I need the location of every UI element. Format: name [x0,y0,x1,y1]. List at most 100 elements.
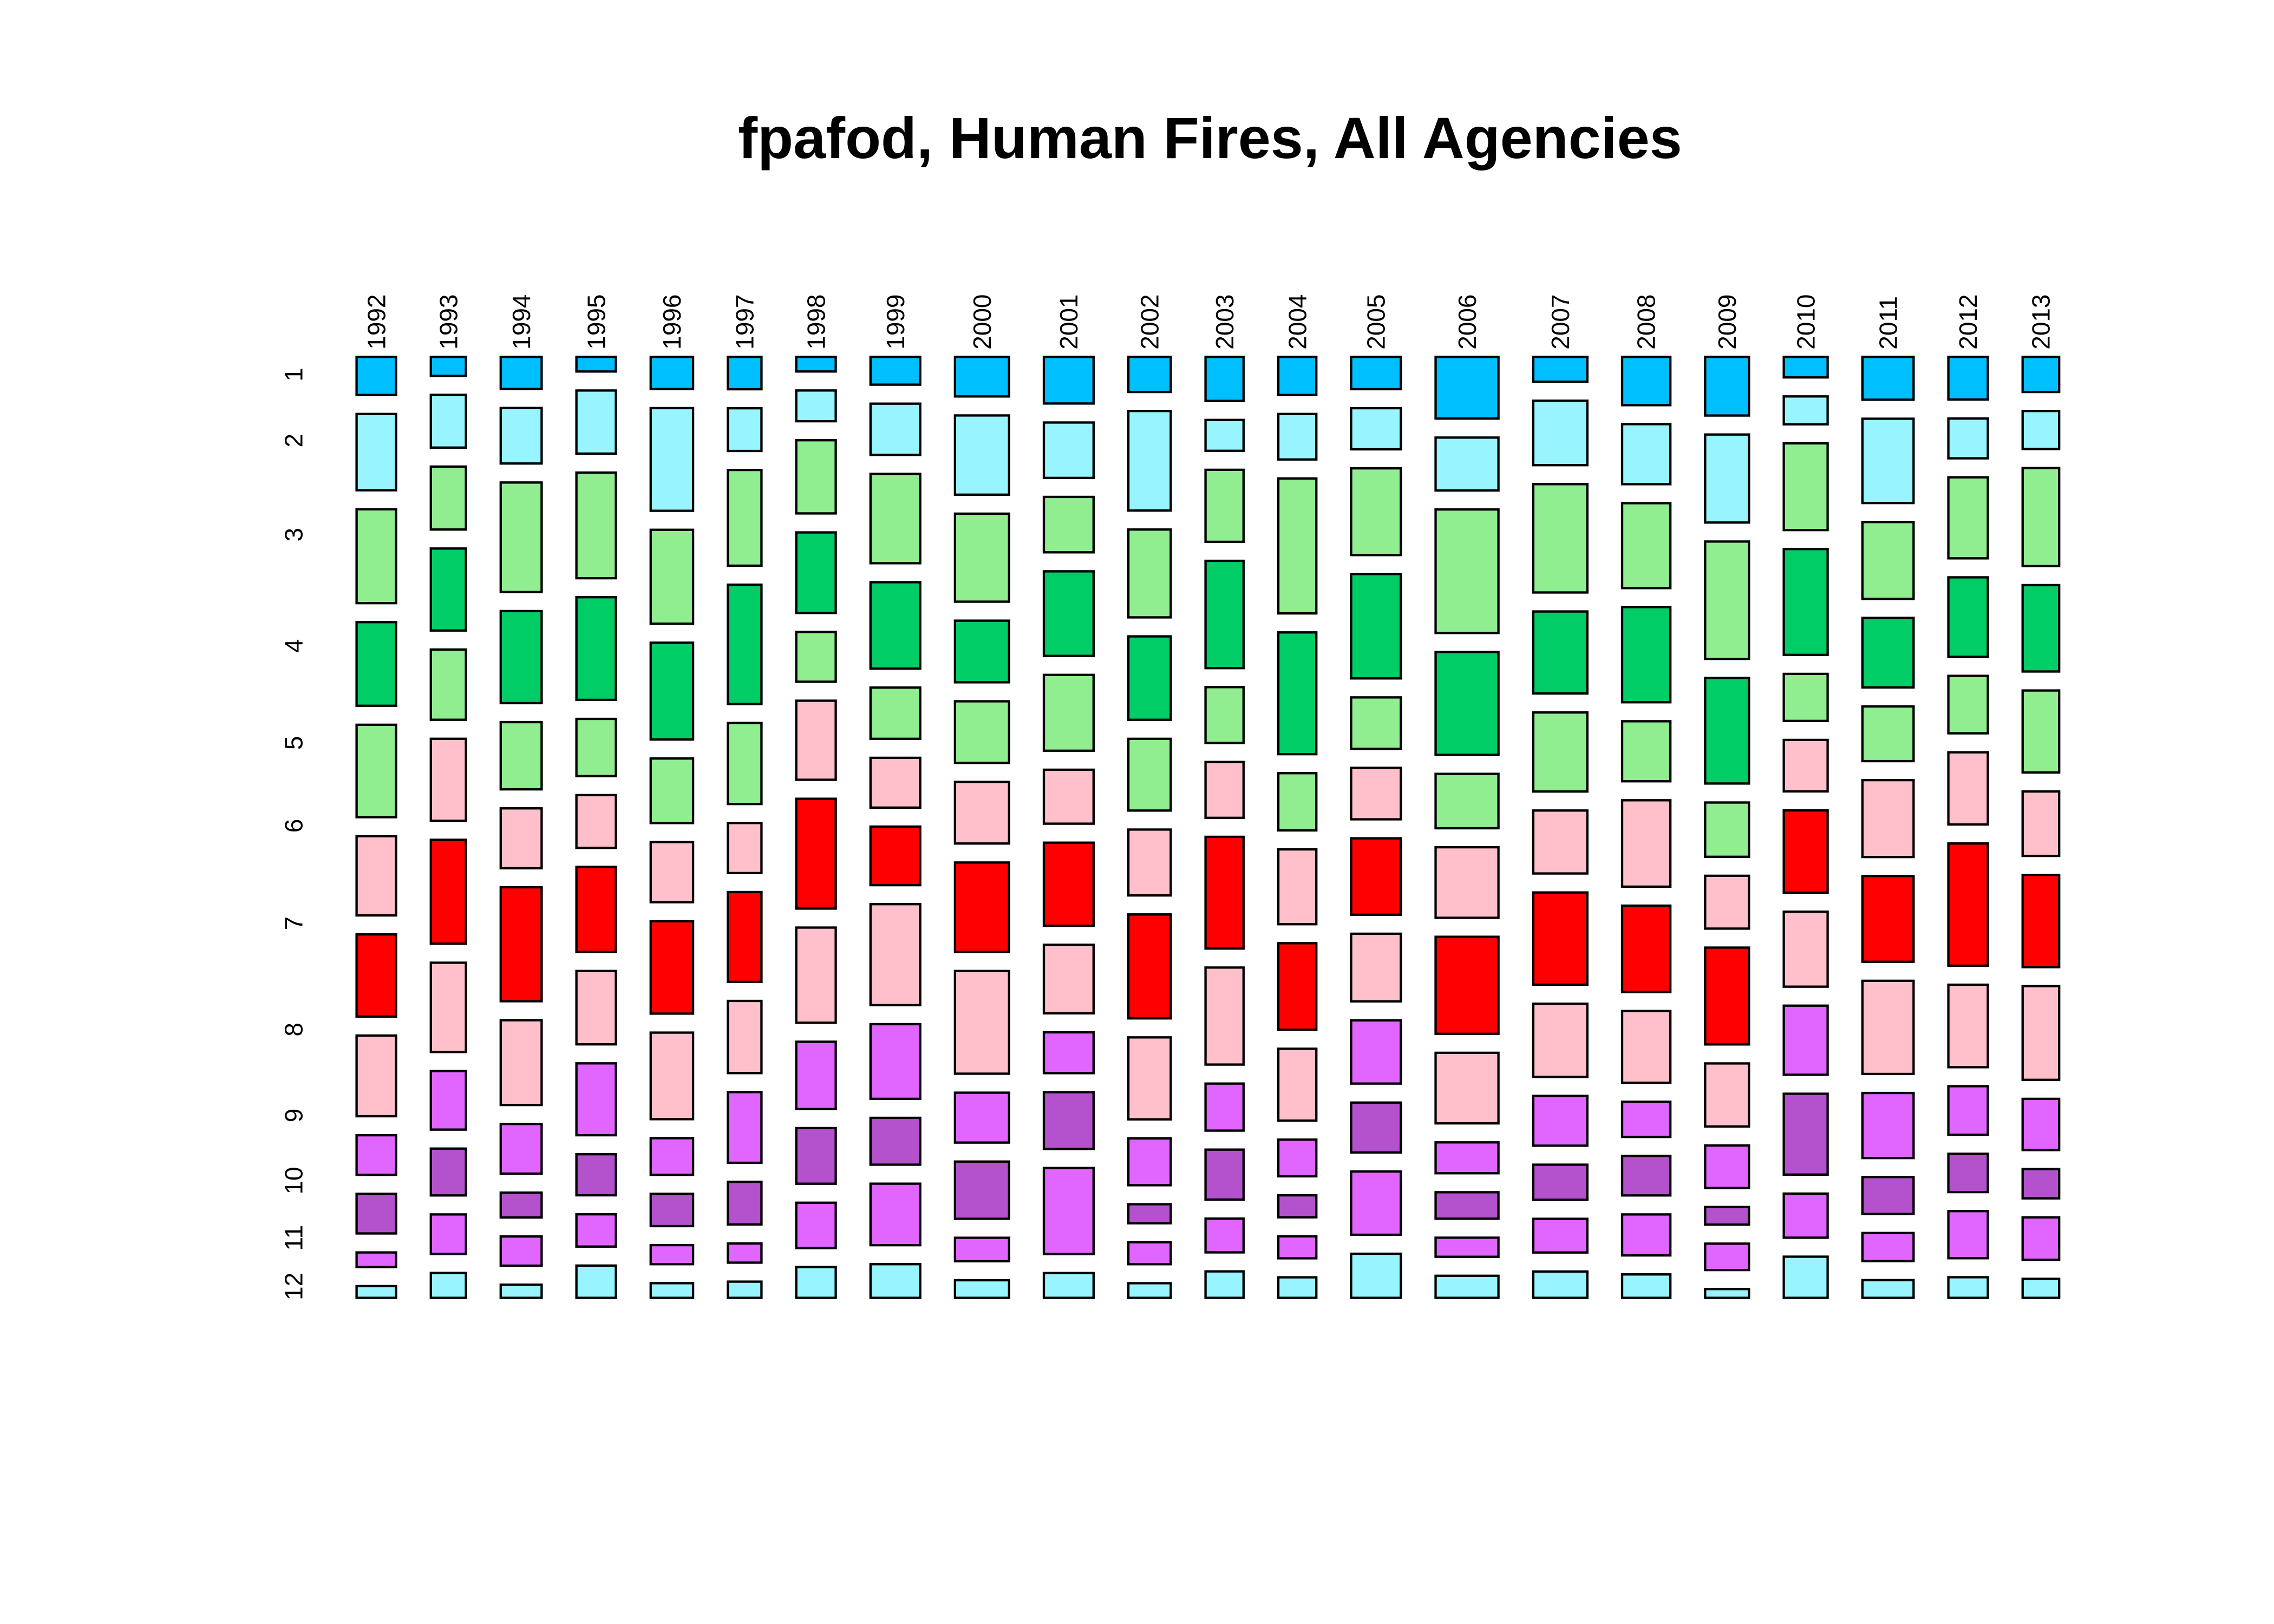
cell-1995-month-5 [575,717,617,777]
cell-2010-month-12 [1782,1255,1829,1299]
cell-2006-month-11 [1434,1236,1500,1258]
month-label-6: 6 [280,819,308,833]
year-label-2007: 2007 [1546,294,1574,350]
cell-1997-month-9 [727,1091,763,1164]
cell-2013-month-1 [2021,356,2061,394]
cell-2013-month-10 [2021,1168,2061,1200]
cell-2004-month-7 [1277,942,1318,1031]
cell-1995-month-3 [575,471,617,580]
cell-1999-month-3 [869,473,922,565]
cell-2010-month-2 [1782,395,1829,426]
cell-2004-month-5 [1277,772,1318,832]
cell-2006-month-4 [1434,651,1500,756]
cell-2011-month-7 [1861,875,1915,963]
cell-1996-month-7 [649,920,695,1015]
year-label-2008: 2008 [1632,294,1661,350]
cell-2009-month-8 [1704,1062,1750,1128]
cell-1999-month-4 [869,581,922,670]
cell-1998-month-12 [795,1266,837,1299]
cell-2009-month-6 [1704,874,1750,930]
cell-1993-month-3 [429,465,467,531]
cell-1995-month-8 [575,970,617,1046]
cell-2004-month-8 [1277,1047,1318,1122]
cell-1995-month-1 [575,356,617,373]
cell-1999-month-12 [869,1263,922,1299]
month-label-7: 7 [280,916,308,931]
cell-2006-month-1 [1434,356,1500,420]
cell-1994-month-2 [499,407,543,465]
cell-2003-month-1 [1204,356,1245,402]
cell-1996-month-11 [649,1243,695,1266]
cell-2005-month-8 [1350,932,1402,1003]
cell-1999-month-6 [869,756,922,809]
chart-title: fpafod, Human Fires, All Agencies [738,105,1682,171]
cell-2008-month-12 [1620,1273,1672,1299]
cell-1998-month-4 [795,531,837,614]
cell-2006-month-10 [1434,1191,1500,1220]
cell-1996-month-4 [649,641,695,741]
cell-1996-month-1 [649,356,695,390]
cell-2011-month-5 [1861,705,1915,763]
cell-1999-month-1 [869,356,922,386]
cell-1994-month-8 [499,1019,543,1106]
cell-2006-month-7 [1434,935,1500,1035]
cell-2010-month-5 [1782,672,1829,722]
cell-2001-month-5 [1042,673,1095,752]
cell-1997-month-6 [727,822,763,874]
cell-2008-month-2 [1620,423,1672,486]
cell-1998-month-9 [795,1040,837,1110]
cell-2011-month-11 [1861,1232,1915,1262]
year-label-1997: 1997 [731,294,759,350]
cell-2007-month-1 [1532,356,1589,383]
cell-1998-month-6 [795,699,837,781]
cell-2001-month-4 [1042,570,1095,657]
cell-2008-month-6 [1620,799,1672,888]
cell-1992-month-2 [355,412,397,492]
cell-2005-month-2 [1350,407,1402,451]
cell-1998-month-10 [795,1127,837,1185]
cell-1995-month-12 [575,1264,617,1299]
cell-2010-month-8 [1782,911,1829,988]
cell-2012-month-7 [1947,842,1989,967]
cell-2008-month-7 [1620,904,1672,993]
cell-2003-month-4 [1204,559,1245,670]
cell-1997-month-1 [727,356,763,391]
cell-2004-month-3 [1277,477,1318,615]
cell-1993-month-1 [429,356,467,377]
cell-2005-month-12 [1350,1252,1402,1299]
month-label-5: 5 [280,736,308,750]
cell-1999-month-10 [869,1116,922,1166]
cell-1993-month-7 [429,839,467,945]
cell-2006-month-2 [1434,436,1500,492]
cell-1995-month-4 [575,596,617,702]
cell-2013-month-3 [2021,467,2061,567]
year-label-2006: 2006 [1453,294,1481,350]
cell-2006-month-12 [1434,1274,1500,1299]
year-label-1998: 1998 [802,294,830,350]
mosaic-cells [355,356,2061,1299]
cell-2008-month-10 [1620,1155,1672,1197]
cell-1997-month-2 [727,407,763,453]
cell-2002-month-4 [1127,635,1172,721]
cell-2011-month-2 [1861,417,1915,505]
cell-2008-month-9 [1620,1101,1672,1138]
cell-1999-month-8 [869,903,922,1007]
cell-2005-month-1 [1350,356,1402,391]
cell-2007-month-5 [1532,711,1589,793]
cell-2012-month-12 [1947,1276,1989,1299]
cell-2012-month-3 [1947,476,1989,560]
cell-2002-month-10 [1127,1203,1172,1224]
cell-2000-month-11 [953,1236,1010,1263]
cell-1996-month-2 [649,407,695,512]
cell-2000-month-8 [953,970,1010,1075]
cell-1993-month-9 [429,1070,467,1131]
cell-1999-month-11 [869,1182,922,1247]
cell-1998-month-7 [795,797,837,910]
cell-2004-month-9 [1277,1138,1318,1178]
cell-1993-month-10 [429,1147,467,1197]
cell-2011-month-10 [1861,1176,1915,1215]
cell-1998-month-1 [795,356,837,373]
